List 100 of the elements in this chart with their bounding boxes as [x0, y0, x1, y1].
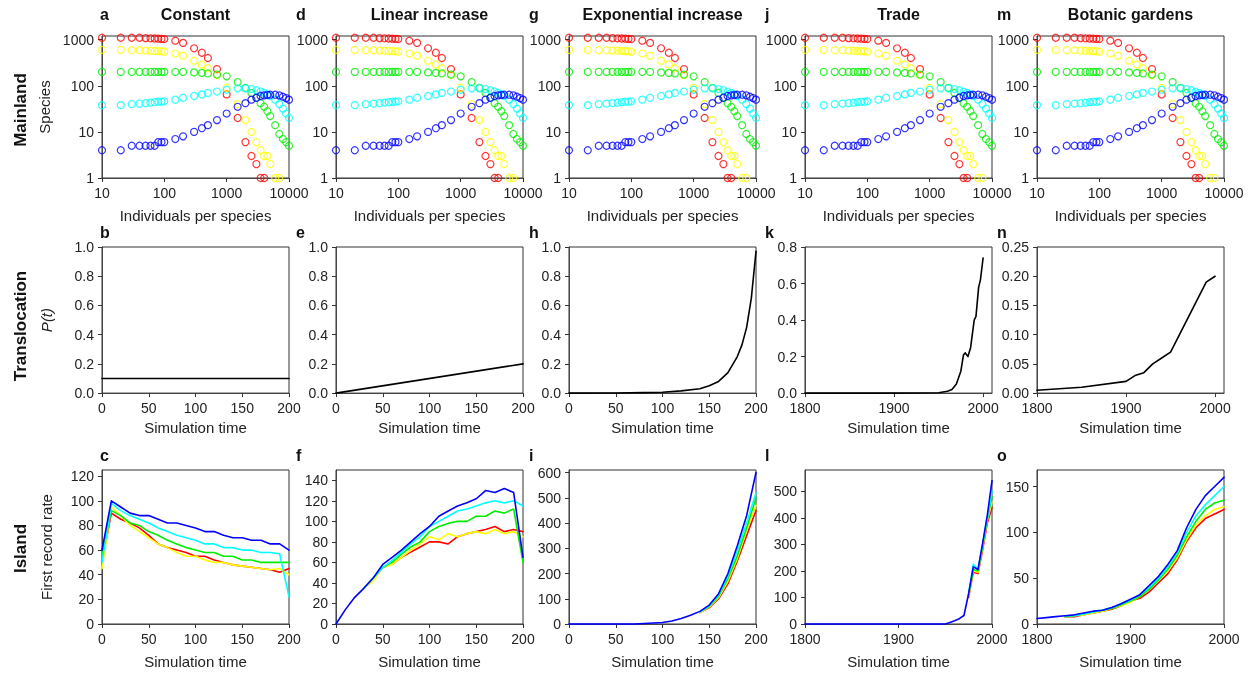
y-tick-label: 0.6: [541, 297, 562, 314]
x-tick-label: 1800: [1021, 631, 1053, 647]
y-tick-label: 0.4: [308, 326, 329, 343]
y-tick-label: 1: [1021, 170, 1030, 186]
y-tick-label: 1000: [765, 31, 798, 48]
x-tick-label: 50: [374, 631, 391, 647]
y-tick-label: 0.10: [1001, 326, 1030, 343]
y-tick-label: 0: [86, 616, 95, 632]
text: j: [764, 5, 770, 23]
y-tick-label: 60: [78, 542, 95, 559]
x-axis-title: Simulation time: [1079, 419, 1182, 436]
x-tick-label: 100: [1087, 185, 1112, 201]
x-axis-title: Simulation time: [144, 653, 247, 670]
y-tick-label: 1.0: [541, 239, 562, 255]
y-tick-label: 0.0: [74, 385, 95, 402]
y-tick-label: 1000: [62, 31, 95, 48]
x-tick-label: 100: [855, 185, 880, 201]
y-tick-label: 100: [70, 77, 95, 94]
text: o: [997, 446, 1007, 464]
x-tick-label: 1900: [1110, 400, 1142, 417]
y-tick-label: 0.00: [1001, 385, 1030, 402]
x-tick-label: 100: [619, 185, 644, 201]
x-tick-label: 1800: [789, 400, 821, 417]
chart-title: Linear increase: [370, 5, 489, 23]
text: Mainland: [10, 73, 30, 147]
text: Island: [10, 523, 30, 574]
y-tick-label: 100: [537, 77, 562, 94]
x-tick-label: 50: [374, 400, 391, 417]
text: h: [529, 223, 539, 241]
x-tick-label: 200: [277, 631, 301, 647]
y-tick-label: 20: [312, 595, 329, 612]
x-tick-label: 100: [183, 400, 208, 417]
x-tick-label: 1900: [882, 631, 915, 647]
y-tick-label: 300: [537, 540, 562, 557]
x-tick-label: 2000: [967, 400, 999, 417]
y-tick-label: 0.8: [74, 268, 95, 285]
text: i: [529, 446, 534, 464]
y-axis-title: Species: [35, 80, 53, 134]
x-tick-label: 0: [332, 631, 341, 647]
y-tick-label: 1000: [997, 31, 1030, 48]
y-tick-label: 1: [553, 170, 562, 186]
x-axis-title: Individuals per species: [1054, 207, 1207, 224]
y-tick-label: 80: [312, 533, 329, 550]
x-tick-label: 2000: [976, 631, 1008, 647]
x-tick-label: 1000: [1146, 185, 1178, 201]
y-tick-label: 0: [1021, 616, 1030, 632]
y-tick-label: 0.05: [1001, 355, 1030, 372]
x-tick-label: 200: [277, 400, 301, 417]
x-tick-label: 10000: [972, 185, 1012, 201]
x-tick-label: 50: [607, 631, 624, 647]
y-tick-label: 0.6: [74, 297, 95, 314]
y-tick-label: 0.8: [541, 268, 562, 285]
y-tick-label: 100: [537, 590, 562, 607]
y-tick-label: 1: [789, 170, 798, 186]
y-tick-label: 10: [1013, 123, 1030, 140]
x-tick-label: 1800: [789, 631, 821, 647]
y-tick-label: 0.25: [1001, 239, 1030, 255]
x-tick-label: 150: [697, 631, 722, 647]
text: g: [529, 5, 539, 23]
y-tick-label: 80: [78, 517, 95, 534]
text: Translocation: [10, 270, 30, 382]
chart-title: Exponential increase: [582, 5, 743, 23]
y-tick-label: 120: [70, 468, 95, 485]
x-tick-label: 0: [565, 631, 574, 647]
x-tick-label: 10000: [736, 185, 776, 201]
y-tick-label: 0.15: [1001, 297, 1030, 314]
y-tick-label: 300: [773, 536, 798, 553]
x-tick-label: 100: [183, 631, 208, 647]
x-tick-label: 1900: [878, 400, 910, 417]
y-tick-label: 1: [320, 170, 329, 186]
x-tick-label: 50: [140, 631, 157, 647]
text: c: [100, 446, 109, 464]
y-tick-label: 100: [1005, 524, 1030, 541]
x-tick-label: 100: [152, 185, 177, 201]
x-axis-title: Individuals per species: [119, 207, 272, 224]
y-tick-label: 0: [320, 616, 329, 632]
y-tick-label: 200: [537, 565, 562, 582]
x-tick-label: 100: [417, 631, 442, 647]
y-tick-label: 0.2: [777, 348, 798, 365]
y-tick-label: 100: [773, 589, 798, 606]
y-tick-label: 150: [1005, 478, 1030, 495]
x-tick-label: 1800: [1021, 400, 1053, 417]
y-tick-label: 10: [545, 123, 562, 140]
y-tick-label: 0.0: [777, 385, 798, 402]
y-tick-label: 100: [773, 77, 798, 94]
y-tick-label: 0.8: [777, 239, 798, 255]
x-axis-title: Simulation time: [378, 419, 481, 436]
x-tick-label: 1000: [914, 185, 946, 201]
y-tick-label: 40: [78, 566, 95, 583]
y-tick-label: 100: [70, 492, 95, 509]
x-axis-title: Simulation time: [144, 419, 247, 436]
x-axis-title: Simulation time: [611, 653, 714, 670]
x-axis-title: Simulation time: [611, 419, 714, 436]
y-tick-label: 0.0: [308, 385, 329, 402]
x-tick-label: 0: [98, 631, 107, 647]
x-tick-label: 1000: [211, 185, 243, 201]
x-tick-label: 100: [650, 400, 675, 417]
text: d: [296, 5, 306, 23]
y-tick-label: 0.2: [541, 355, 562, 372]
x-tick-label: 200: [744, 631, 768, 647]
